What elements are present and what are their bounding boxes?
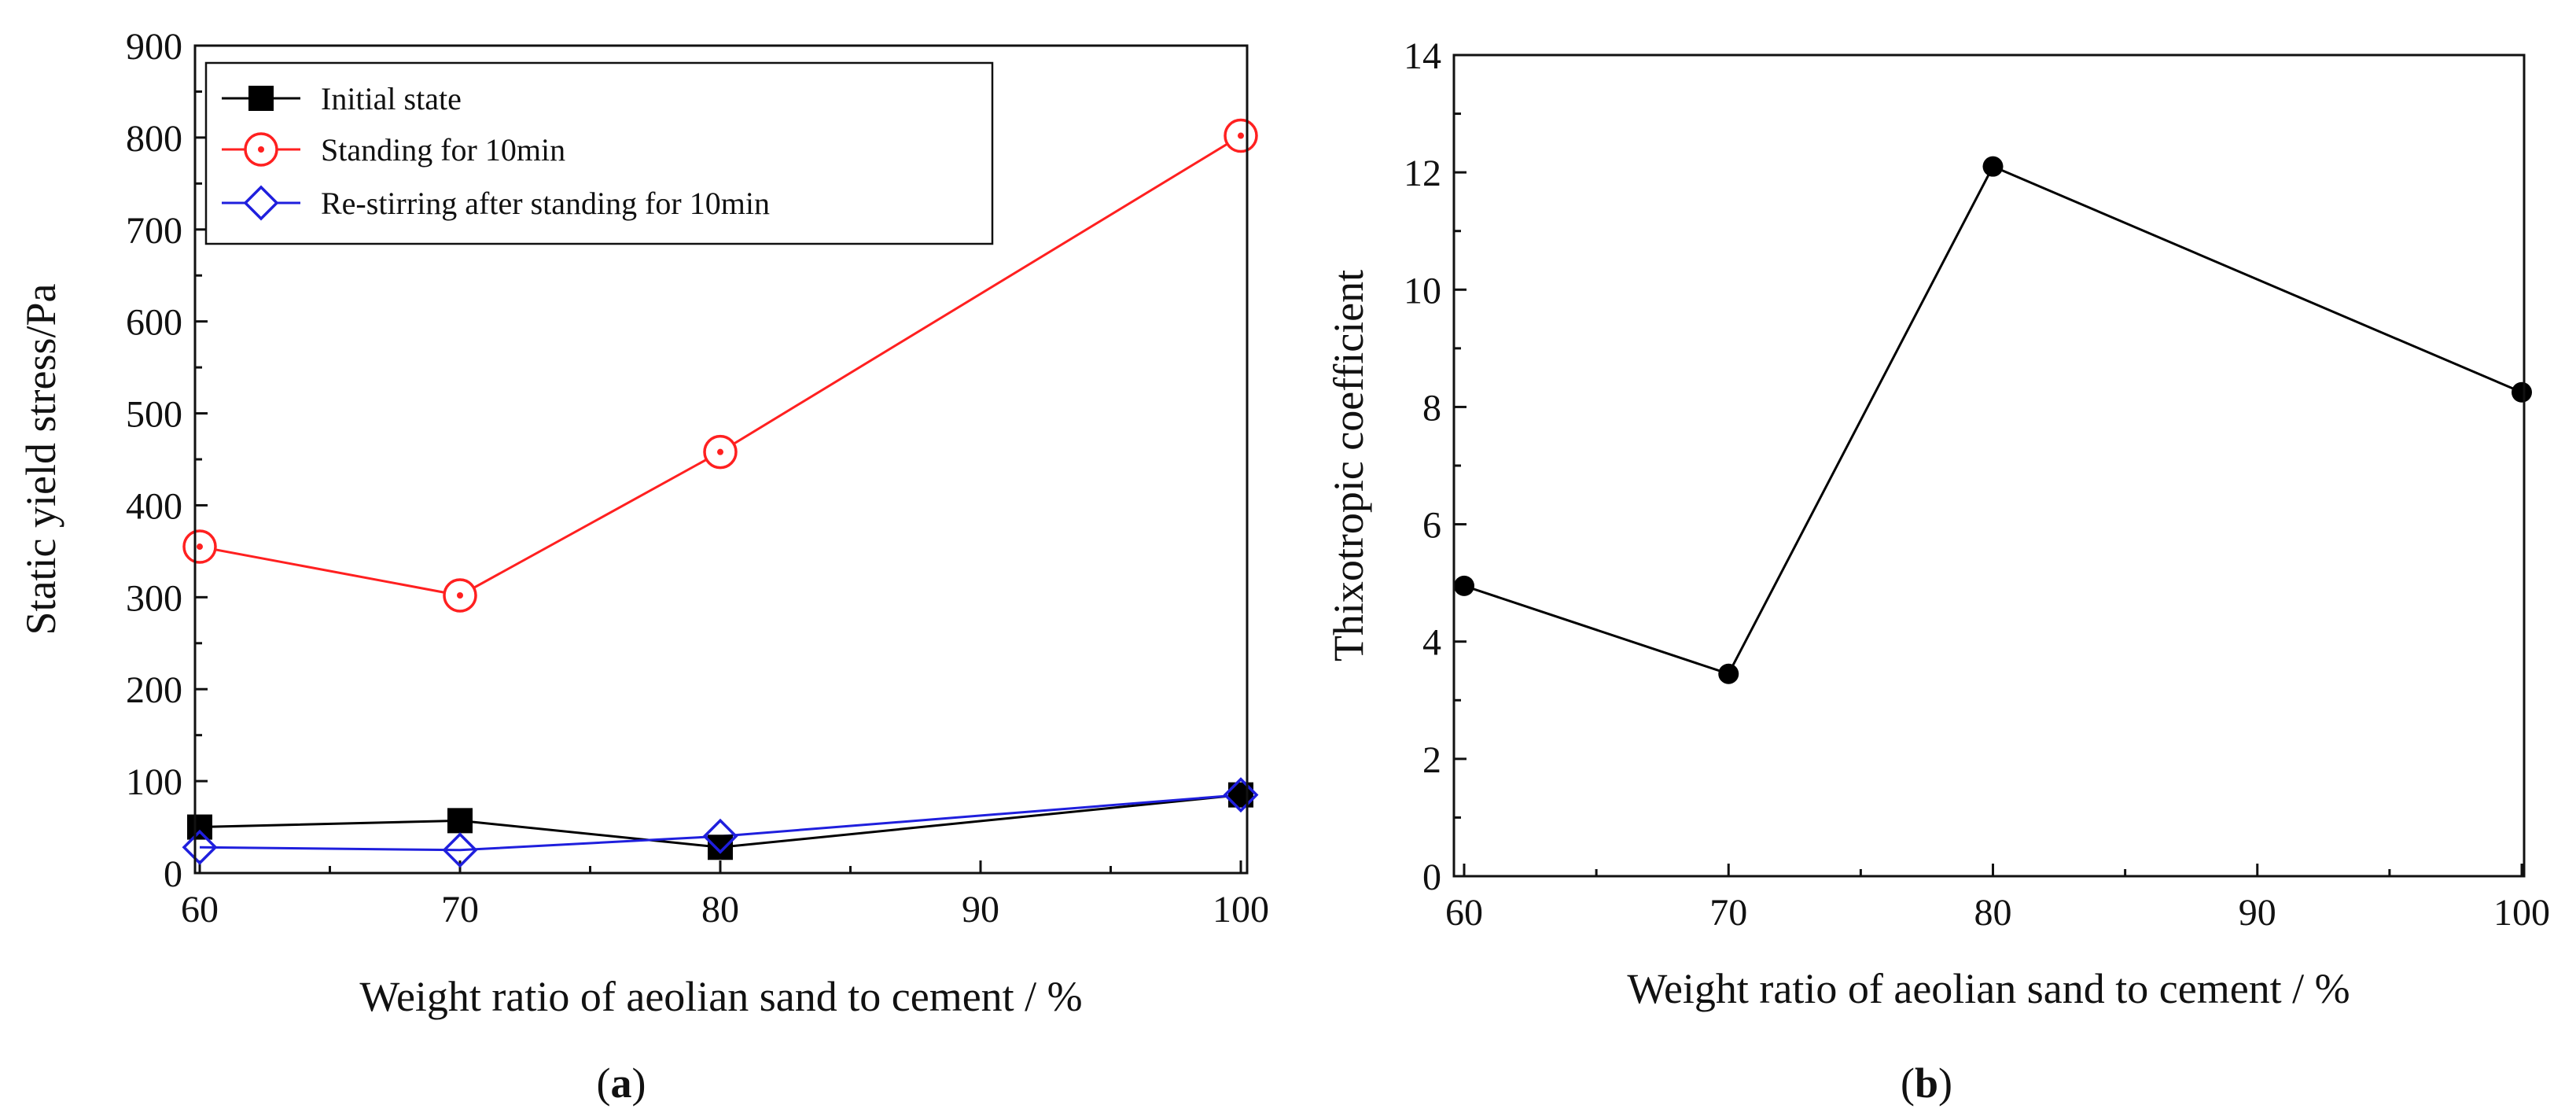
panel-b-y-tick-label: 10 <box>1404 270 1441 311</box>
panel-a-data-point-1-2 <box>703 434 738 470</box>
panel-a-plot-frame <box>193 44 1249 875</box>
panel-a-x-tick-label: 90 <box>962 889 999 930</box>
panel-b-data-point-0-3 <box>2512 381 2532 403</box>
panel-a-legend: Initial state Standing for 10min Re-stir… <box>204 61 994 245</box>
panel-a-data-point-0-0 <box>187 814 212 840</box>
panel-a-y-tick-label: 500 <box>126 394 182 436</box>
panel-b-y-axis-title: Thixotropic coefficient <box>1325 270 1372 661</box>
legend-box <box>204 61 994 245</box>
panel-a-y-tick-label: 800 <box>126 118 182 160</box>
panel-b-x-tick-label: 70 <box>1709 892 1747 934</box>
panel-a-y-tick-label: 700 <box>126 210 182 252</box>
panel-a-data-point-0-2 <box>708 835 733 860</box>
panel-b-y-tick-label: 14 <box>1404 35 1441 77</box>
panel-a-series-line-1 <box>199 134 1242 597</box>
panel-b-y-tick-label: 12 <box>1404 153 1441 194</box>
panel-a-x-tick-label: 60 <box>181 889 219 930</box>
panel-b-plot-frame <box>1452 53 2526 878</box>
panel-a-y-tick-label: 400 <box>126 485 182 527</box>
panel-a-y-tick-label: 600 <box>126 302 182 344</box>
panel-b-x-tick-label: 60 <box>1445 892 1483 934</box>
panel-b-series-line-0 <box>1463 164 2523 676</box>
panel-b-data-point-0-0 <box>1454 575 1474 596</box>
panel-a-y-tick-label: 0 <box>164 853 182 895</box>
panel-b-x-axis-title: Weight ratio of aeolian sand to cement /… <box>1627 965 2350 1012</box>
panel-a-x-axis-title: Weight ratio of aeolian sand to cement /… <box>359 973 1082 1020</box>
panel-a-data-point-0-1 <box>447 808 473 834</box>
panel-b-y-tick-label: 2 <box>1422 739 1441 781</box>
legend-item-re-stirring: Re-stirring after standing for 10min <box>222 185 770 221</box>
panel-a-data-point-2-1 <box>442 832 478 868</box>
panel-a-y-tick-label: 300 <box>126 577 182 619</box>
panel-a-x-tick-label: 70 <box>441 889 479 930</box>
panel-b-y-tick-label: 4 <box>1422 622 1441 664</box>
panel-a-y-tick-label: 100 <box>126 761 182 803</box>
panel-a-y-tick-label: 200 <box>126 669 182 711</box>
panel-a-series-line-0 <box>199 794 1242 849</box>
panel-a-y-axis-title: Static yield stress/Pa <box>17 283 64 635</box>
panel-a-x-tick-label: 80 <box>701 889 739 930</box>
panel-b-caption: (b) <box>1901 1059 1952 1107</box>
panel-b-x-tick-label: 90 <box>2239 892 2276 934</box>
panel-a-data-point-2-0 <box>182 829 218 865</box>
panel-a-data-point-1-1 <box>443 578 477 613</box>
panel-a-data-point-1-3 <box>1224 118 1258 153</box>
legend-marker-diamond <box>243 185 279 221</box>
panel-a-data-point-2-2 <box>702 818 738 854</box>
panel-a-chart: 60 70 80 90 1000100200300400500600700800900 … <box>17 26 1269 1107</box>
panel-b-chart: 60 70 80 90 100 0 2 4 6 8 10 12 14 Weight ratio of a… <box>1325 35 2550 1107</box>
legend-label: Initial state <box>321 81 462 116</box>
panel-b-x-tick-label: 80 <box>1974 892 2012 934</box>
panel-a-y-tick-label: 900 <box>126 26 182 68</box>
legend-item-initial-state: Initial state <box>222 81 462 116</box>
legend-label: Re-stirring after standing for 10min <box>321 186 770 221</box>
panel-b-data-point-0-2 <box>1982 156 2004 177</box>
panel-b-y-tick-label: 8 <box>1422 387 1441 429</box>
panel-a-caption: (a) <box>597 1059 646 1107</box>
panel-b-data-point-0-1 <box>1718 663 1739 684</box>
panel-a-data-point-1-0 <box>182 529 217 564</box>
legend-label: Standing for 10min <box>321 132 565 168</box>
legend-marker-filled-square <box>248 86 274 111</box>
panel-b-y-tick-label: 0 <box>1422 857 1441 898</box>
panel-a-series-line-2 <box>199 794 1242 852</box>
panel-b-x-tick-label: 100 <box>2493 892 2550 934</box>
legend-item-standing-10min: Standing for 10min <box>222 132 565 168</box>
panel-a-x-tick-label: 100 <box>1213 889 1269 930</box>
panel-a-data-point-2-3 <box>1223 777 1259 813</box>
panel-b-y-tick-label: 6 <box>1422 505 1441 547</box>
